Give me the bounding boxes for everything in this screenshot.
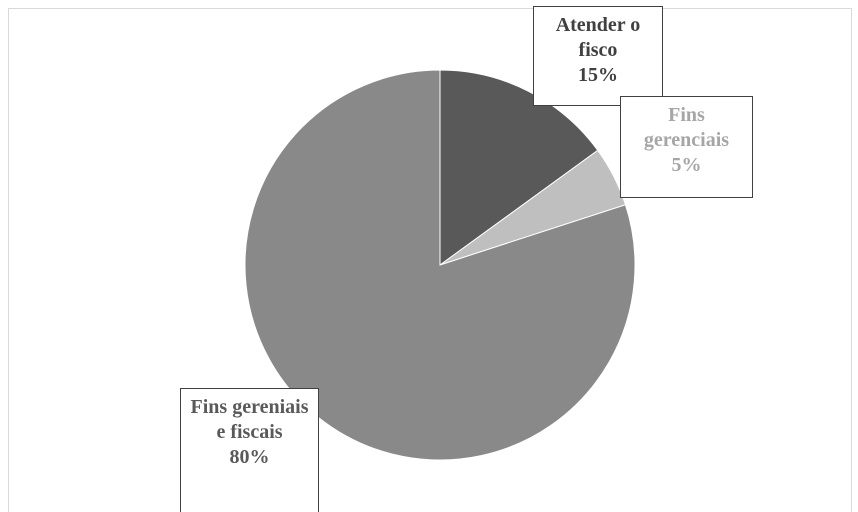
pie-slice: [244, 69, 636, 461]
data-label: Fins gerenciais 5%: [620, 96, 753, 198]
label-value: 80%: [229, 446, 270, 468]
pie-slice: [439, 69, 599, 266]
label-category: Fins gereniais e fiscais: [190, 396, 309, 443]
data-label: Atender o fisco 15%: [533, 6, 663, 106]
label-category: Atender o fisco: [555, 14, 641, 61]
chart-border: [8, 8, 852, 512]
label-category: Fins gerenciais: [643, 104, 730, 151]
label-value: 5%: [671, 154, 702, 176]
data-label: Fins gereniais e fiscais 80%: [180, 388, 319, 512]
label-value: 15%: [578, 64, 618, 86]
